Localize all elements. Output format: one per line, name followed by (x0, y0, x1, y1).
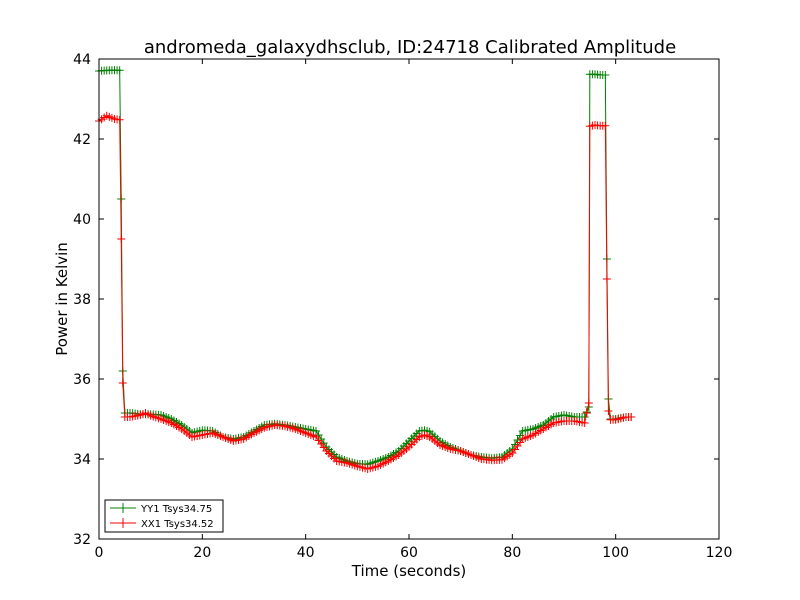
x-tick-label: 100 (602, 545, 629, 561)
series-marker (602, 275, 611, 283)
legend-label-yy1: YY1 Tsys34.75 (140, 504, 212, 515)
y-ticks: 32 34 36 38 40 42 44 (73, 52, 719, 548)
x-tick-label: 60 (400, 545, 418, 561)
y-axis-label: Power in Kelvin (53, 242, 71, 356)
y-tick-label: 42 (73, 132, 91, 148)
series-marker (584, 399, 593, 407)
y-tick-label: 38 (73, 292, 91, 308)
series-marker (580, 419, 589, 427)
series-marker (601, 71, 610, 79)
series-marker (115, 115, 124, 124)
series-marker (118, 379, 127, 387)
series-marker (115, 66, 124, 75)
series-marker (117, 235, 126, 243)
legend: YY1 Tsys34.75 XX1 Tsys34.52 (104, 499, 224, 533)
x-tick-label: 120 (706, 545, 733, 561)
x-tick-label: 40 (297, 545, 315, 561)
x-ticks: 0 20 40 60 80 100 120 (95, 59, 733, 561)
x-tick-label: 20 (193, 545, 211, 561)
series-1 (95, 111, 636, 473)
x-tick-label: 80 (503, 545, 521, 561)
y-tick-label: 32 (73, 532, 91, 548)
series-marker (601, 121, 610, 130)
chart-title: andromeda_galaxydhsclub, ID:24718 Calibr… (144, 37, 676, 58)
y-tick-label: 34 (73, 452, 91, 468)
x-axis-label: Time (seconds) (351, 562, 467, 580)
series-marker (604, 407, 613, 415)
x-tick-label: 0 (95, 545, 104, 561)
series-marker (627, 413, 636, 421)
legend-label-xx1: XX1 Tsys34.52 (141, 519, 214, 530)
y-tick-label: 36 (73, 372, 91, 388)
y-tick-label: 44 (73, 52, 91, 68)
y-tick-label: 40 (73, 212, 91, 228)
legend-box (104, 499, 224, 533)
series-marker (582, 409, 591, 417)
series-layer (95, 66, 636, 473)
